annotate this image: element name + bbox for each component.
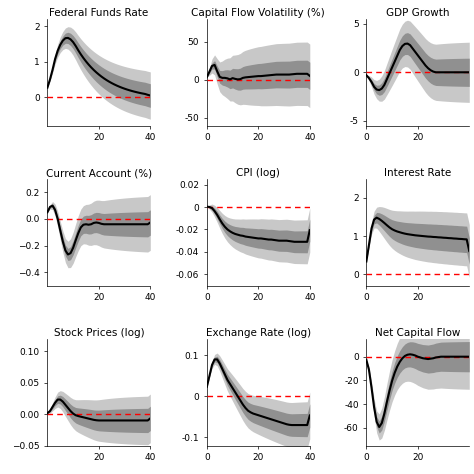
Title: Stock Prices (log): Stock Prices (log) — [54, 328, 144, 338]
Title: CPI (log): CPI (log) — [237, 168, 280, 178]
Title: Net Capital Flow: Net Capital Flow — [375, 328, 461, 338]
Title: Interest Rate: Interest Rate — [384, 168, 451, 178]
Title: GDP Growth: GDP Growth — [386, 8, 449, 18]
Title: Capital Flow Volatility (%): Capital Flow Volatility (%) — [191, 8, 325, 18]
Title: Current Account (%): Current Account (%) — [46, 168, 152, 178]
Title: Exchange Rate (log): Exchange Rate (log) — [206, 328, 311, 338]
Title: Federal Funds Rate: Federal Funds Rate — [49, 8, 148, 18]
